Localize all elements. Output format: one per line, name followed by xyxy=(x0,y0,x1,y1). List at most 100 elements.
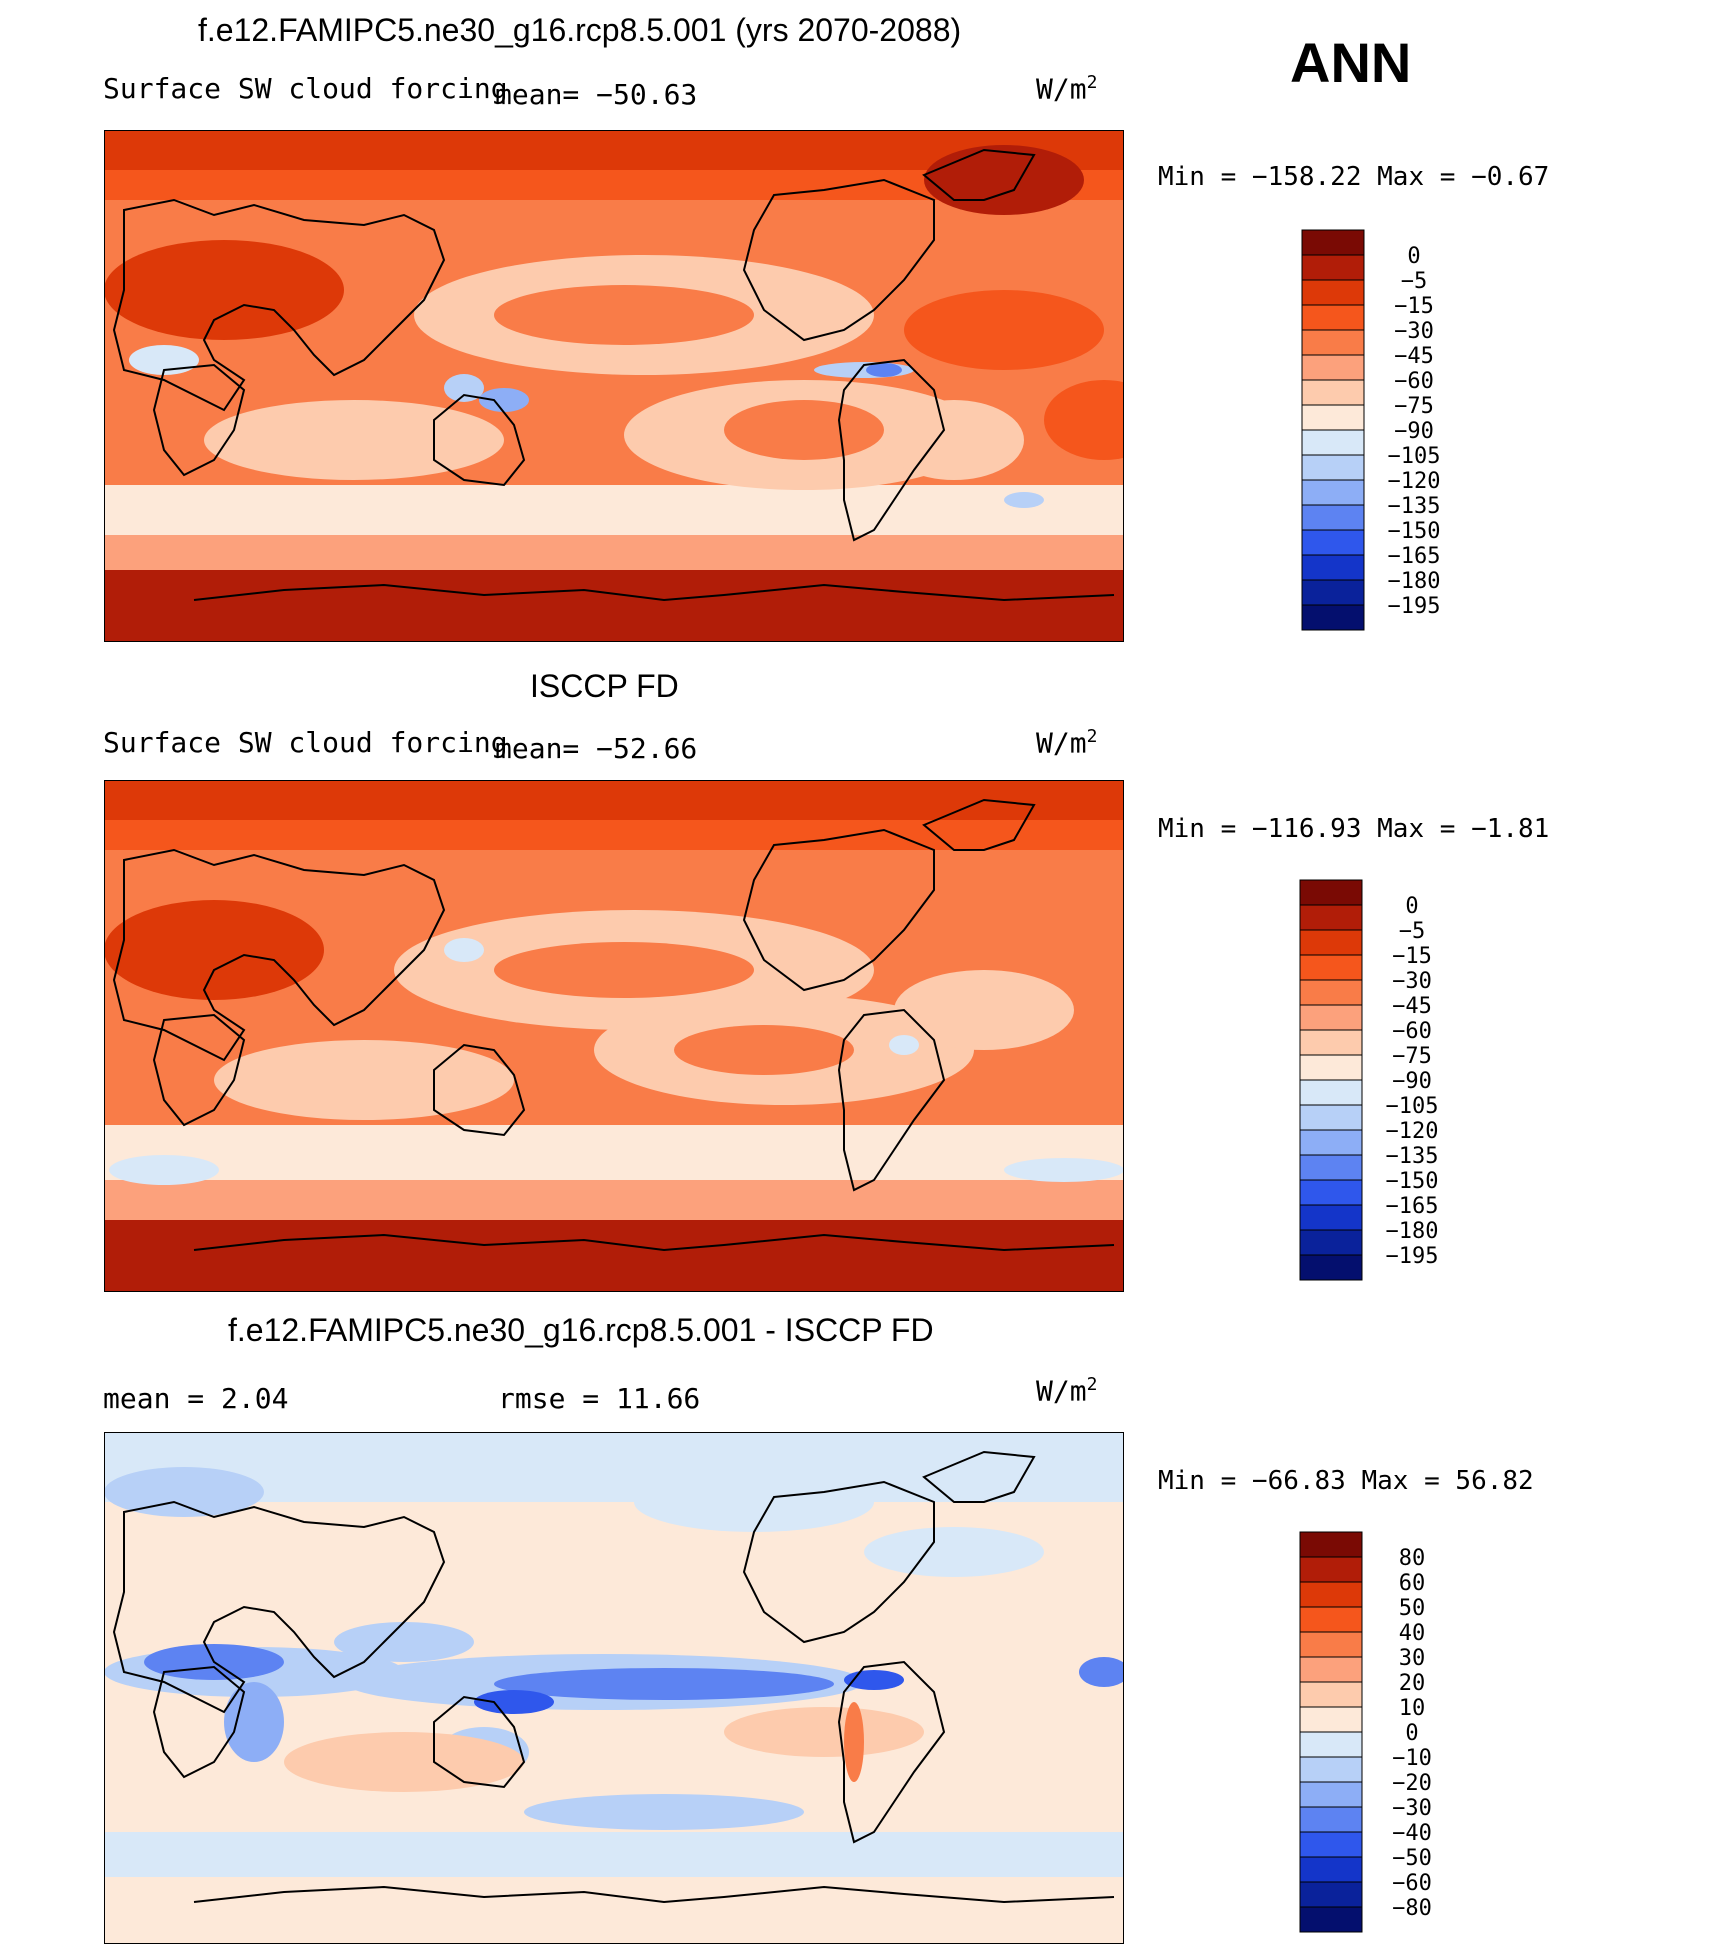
panel3-units: W/m2 xyxy=(1036,1374,1098,1408)
panel2-units: W/m2 xyxy=(1036,726,1098,760)
colorbar-swatch xyxy=(1301,404,1365,431)
colorbar-label: −120 xyxy=(1386,1119,1439,1144)
colorbar-label: 50 xyxy=(1399,1596,1426,1621)
colorbar-swatch xyxy=(1299,1806,1363,1833)
colorbar-swatch xyxy=(1299,1781,1363,1808)
colorbar-label: −150 xyxy=(1388,519,1441,544)
colorbar-label: −30 xyxy=(1392,969,1432,994)
colorbar-label: −45 xyxy=(1394,344,1434,369)
colorbar-label: −120 xyxy=(1388,469,1441,494)
panel2-minmax: Min = −116.93 Max = −1.81 xyxy=(1158,814,1550,844)
colorbar-label: 0 xyxy=(1405,894,1418,919)
colorbar-swatch xyxy=(1301,429,1365,456)
colorbar-swatch xyxy=(1301,529,1365,556)
colorbar-swatch xyxy=(1299,1254,1363,1281)
colorbar-swatch xyxy=(1301,554,1365,581)
colorbar-label: −5 xyxy=(1401,269,1428,294)
colorbar-label: −60 xyxy=(1392,1019,1432,1044)
panel1-variable: Surface SW cloud forcing xyxy=(103,72,508,105)
panel1-units: W/m2 xyxy=(1036,72,1098,106)
colorbar-label: −90 xyxy=(1392,1069,1432,1094)
colorbar-label: −180 xyxy=(1388,569,1441,594)
panel1-mean: mean= −50.63 xyxy=(495,78,698,111)
colorbar-swatch xyxy=(1301,329,1365,356)
colorbar-label: −80 xyxy=(1392,1896,1432,1921)
colorbar-swatch xyxy=(1301,579,1365,606)
panel3-minmax: Min = −66.83 Max = 56.82 xyxy=(1158,1466,1534,1496)
panel1-title: f.e12.FAMIPC5.ne30_g16.rcp8.5.001 (yrs 2… xyxy=(198,12,962,48)
colorbar-swatch xyxy=(1299,1029,1363,1056)
colorbar-swatch xyxy=(1299,1004,1363,1031)
colorbar-swatch xyxy=(1301,604,1365,631)
colorbar-swatch xyxy=(1301,254,1365,281)
colorbar-swatch xyxy=(1301,304,1365,331)
panel2-variable: Surface SW cloud forcing xyxy=(103,726,508,759)
colorbar-label: −60 xyxy=(1392,1871,1432,1896)
colorbar-swatch xyxy=(1301,354,1365,381)
colorbar-swatch xyxy=(1299,1881,1363,1908)
colorbar-swatch xyxy=(1299,879,1363,906)
panel2-mean: mean= −52.66 xyxy=(495,732,698,765)
colorbar-swatch xyxy=(1299,1731,1363,1758)
colorbar-swatch xyxy=(1299,1079,1363,1106)
colorbar-swatch xyxy=(1301,504,1365,531)
colorbar-label: −165 xyxy=(1388,544,1441,569)
colorbar-label: 0 xyxy=(1407,244,1420,269)
panel3-map xyxy=(104,1432,1124,1944)
colorbar-label: 40 xyxy=(1399,1621,1426,1646)
colorbar-label: −105 xyxy=(1386,1094,1439,1119)
colorbar-label: −20 xyxy=(1392,1771,1432,1796)
colorbar-label: −75 xyxy=(1392,1044,1432,1069)
colorbar-swatch xyxy=(1301,279,1365,306)
colorbar-label: 30 xyxy=(1399,1646,1426,1671)
colorbar-label: −15 xyxy=(1392,944,1432,969)
colorbar-swatch xyxy=(1299,1681,1363,1708)
colorbar-label: −15 xyxy=(1394,294,1434,319)
panel1-minmax: Min = −158.22 Max = −0.67 xyxy=(1158,162,1550,192)
colorbar-swatch xyxy=(1301,379,1365,406)
colorbar-swatch xyxy=(1299,929,1363,956)
colorbar-swatch xyxy=(1301,479,1365,506)
colorbar-label: −45 xyxy=(1392,994,1432,1019)
colorbar-swatch xyxy=(1299,1756,1363,1783)
colorbar-label: −150 xyxy=(1386,1169,1439,1194)
colorbar-swatch xyxy=(1299,954,1363,981)
panel2-title: ISCCP FD xyxy=(530,668,679,704)
colorbar-swatch xyxy=(1299,1229,1363,1256)
colorbar-label: −5 xyxy=(1399,919,1426,944)
colorbar-label: 20 xyxy=(1399,1671,1426,1696)
panel3-title: f.e12.FAMIPC5.ne30_g16.rcp8.5.001 - ISCC… xyxy=(228,1312,934,1348)
colorbar-swatch xyxy=(1301,229,1365,256)
colorbar-swatch xyxy=(1299,1556,1363,1583)
panel1-colorbar: 0−5−15−30−45−60−75−90−105−120−135−150−16… xyxy=(1301,229,1441,631)
colorbar-label: −135 xyxy=(1386,1144,1439,1169)
colorbar-label: −40 xyxy=(1392,1821,1432,1846)
colorbar-swatch xyxy=(1299,1831,1363,1858)
colorbar-swatch xyxy=(1299,1706,1363,1733)
colorbar-swatch xyxy=(1299,1104,1363,1131)
panel3-mean: mean = 2.04 xyxy=(103,1382,289,1415)
colorbar-swatch xyxy=(1299,1606,1363,1633)
colorbar-swatch xyxy=(1299,1129,1363,1156)
panel1-map xyxy=(104,130,1124,642)
colorbar-label: −30 xyxy=(1394,319,1434,344)
colorbar-label: −30 xyxy=(1392,1796,1432,1821)
colorbar-swatch xyxy=(1299,1856,1363,1883)
season-label: ANN xyxy=(1290,31,1412,94)
colorbar-label: −90 xyxy=(1394,419,1434,444)
colorbar-swatch xyxy=(1301,454,1365,481)
colorbar-label: −10 xyxy=(1392,1746,1432,1771)
colorbar-swatch xyxy=(1299,1631,1363,1658)
colorbar-swatch xyxy=(1299,1531,1363,1558)
colorbar-label: 80 xyxy=(1399,1546,1426,1571)
panel3-rmse: rmse = 11.66 xyxy=(498,1382,701,1415)
colorbar-swatch xyxy=(1299,1179,1363,1206)
colorbar-swatch xyxy=(1299,1581,1363,1608)
colorbar-label: −195 xyxy=(1386,1244,1439,1269)
colorbar-swatch xyxy=(1299,904,1363,931)
colorbar-label: −180 xyxy=(1386,1219,1439,1244)
colorbar-swatch xyxy=(1299,1656,1363,1683)
colorbar-label: −75 xyxy=(1394,394,1434,419)
colorbar-label: 60 xyxy=(1399,1571,1426,1596)
